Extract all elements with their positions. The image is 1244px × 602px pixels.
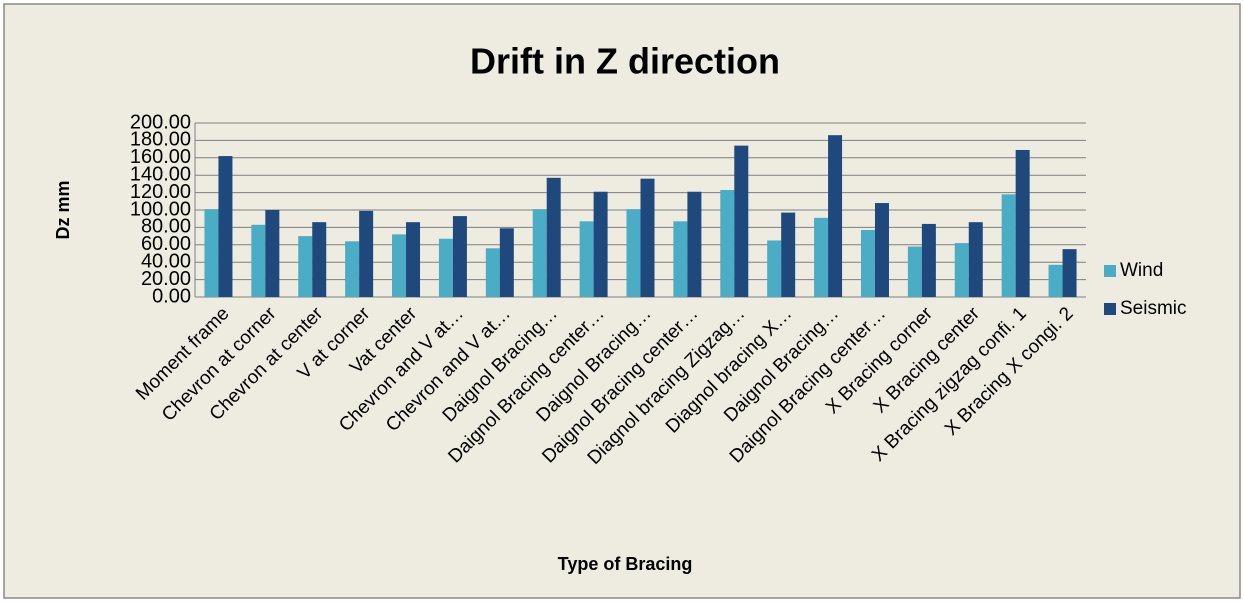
bar [312, 222, 327, 297]
y-tick-label: 20.00 [141, 268, 191, 290]
bar [579, 221, 594, 297]
bar [1048, 264, 1063, 297]
bar [438, 238, 453, 297]
bar [1062, 249, 1077, 297]
y-tick-label: 80.00 [141, 216, 191, 238]
legend-label: Wind [1120, 260, 1163, 281]
bar [907, 246, 922, 297]
legend-swatch [1104, 265, 1116, 277]
bar [532, 209, 547, 297]
y-tick-label: 160.00 [130, 146, 191, 168]
y-tick-label: 100.00 [130, 198, 191, 220]
y-tick-label: 120.00 [130, 181, 191, 203]
bar [406, 222, 421, 297]
bar [874, 203, 889, 297]
bar [546, 177, 561, 297]
y-tick-label: 200.00 [130, 111, 191, 133]
bar [392, 234, 407, 297]
legend-label: Seismic [1120, 298, 1187, 319]
bar [485, 248, 500, 297]
x-axis-title: Type of Bracing [558, 554, 693, 574]
y-tick-label: 180.00 [130, 129, 191, 151]
bar [1001, 194, 1016, 297]
y-axis-title: Dz mm [53, 180, 73, 239]
y-tick-label: 140.00 [130, 163, 191, 185]
bar [298, 236, 313, 297]
bar [359, 210, 374, 297]
bar [860, 230, 875, 297]
bar [767, 240, 782, 297]
bar [687, 191, 702, 297]
bar [720, 189, 735, 297]
legend-swatch [1104, 303, 1116, 315]
bar [814, 217, 829, 297]
chart-background [3, 3, 1241, 599]
bar [954, 243, 969, 297]
bar [968, 222, 983, 297]
bar [345, 241, 360, 297]
bar [781, 212, 796, 297]
bar [921, 223, 936, 297]
bar [640, 178, 655, 297]
bar [204, 209, 219, 297]
bar [734, 145, 749, 297]
bar [593, 191, 608, 297]
bar [218, 156, 233, 297]
y-tick-label: 0.00 [152, 285, 191, 307]
bar [251, 224, 266, 297]
bar [828, 135, 843, 297]
y-tick-label: 40.00 [141, 250, 191, 272]
chart-title: Drift in Z direction [470, 41, 780, 82]
bar [626, 209, 641, 297]
bar [265, 210, 280, 297]
bar [1015, 149, 1030, 297]
bar [673, 221, 688, 297]
bar [452, 216, 467, 297]
bar [499, 228, 514, 297]
y-tick-label: 60.00 [141, 233, 191, 255]
